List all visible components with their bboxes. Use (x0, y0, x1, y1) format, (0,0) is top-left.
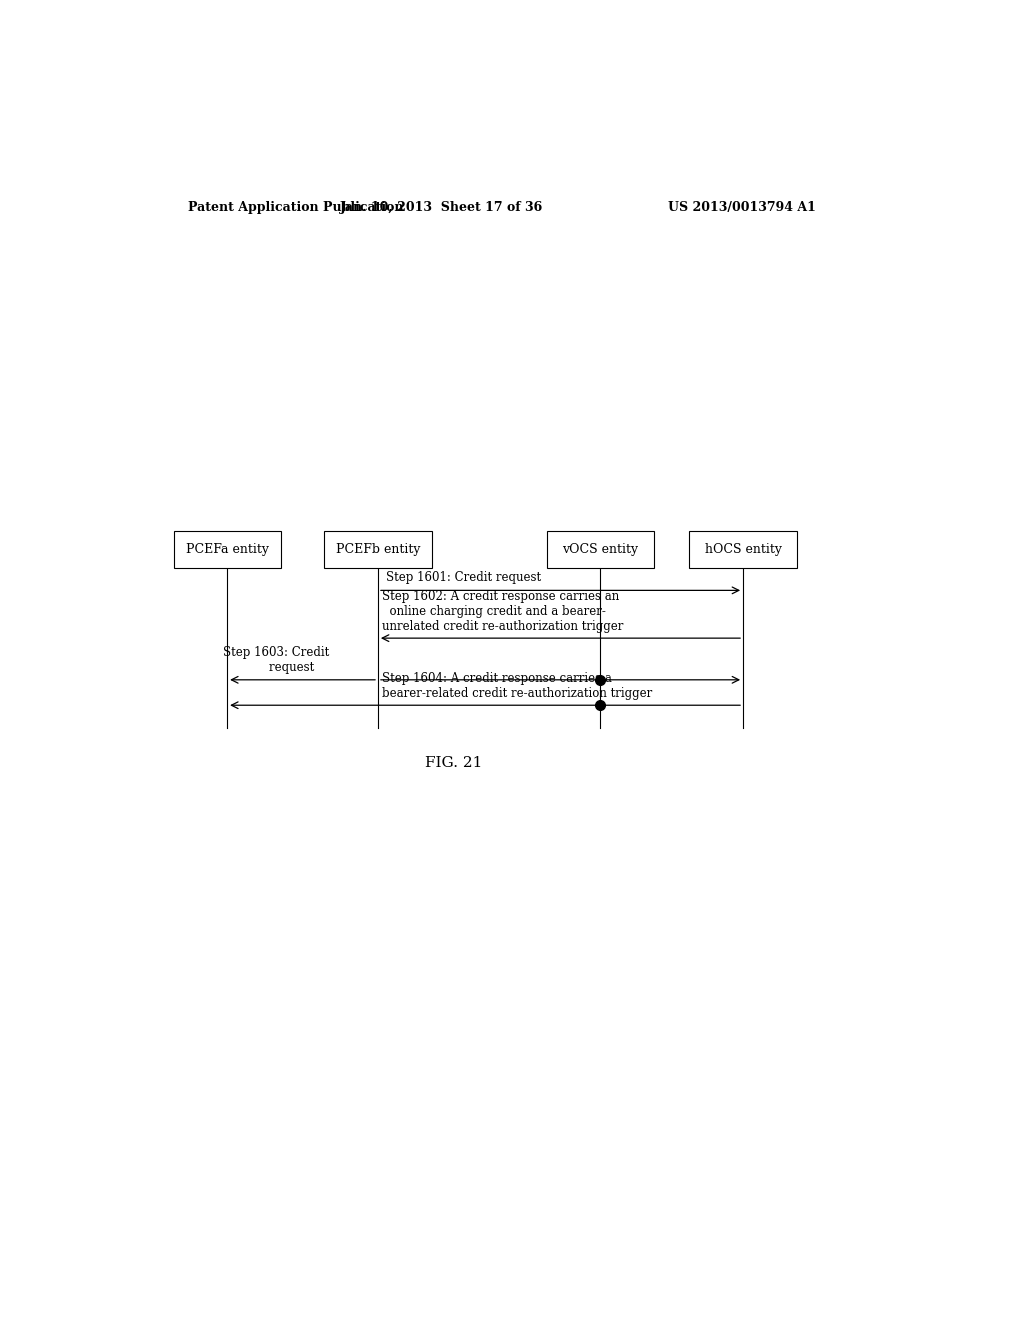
Bar (174, 532, 281, 568)
Text: Step 1603: Credit
        request: Step 1603: Credit request (223, 645, 330, 673)
Text: Patent Application Publication: Patent Application Publication (187, 201, 403, 214)
Text: hOCS entity: hOCS entity (705, 544, 781, 556)
Text: Step 1602: A credit response carries an
  online charging credit and a bearer-
u: Step 1602: A credit response carries an … (382, 590, 624, 634)
Text: vOCS entity: vOCS entity (562, 544, 638, 556)
Text: PCEFa entity: PCEFa entity (185, 544, 268, 556)
Bar (325, 532, 431, 568)
Bar (547, 532, 653, 568)
Text: FIG. 21: FIG. 21 (425, 756, 482, 770)
Bar (689, 532, 797, 568)
Text: Step 1604: A credit response carries a
bearer-related credit re-authorization tr: Step 1604: A credit response carries a b… (382, 672, 652, 700)
Text: PCEFb entity: PCEFb entity (336, 544, 420, 556)
Text: Step 1601: Credit request: Step 1601: Credit request (386, 572, 541, 585)
Text: US 2013/0013794 A1: US 2013/0013794 A1 (668, 201, 815, 214)
Text: Jan. 10, 2013  Sheet 17 of 36: Jan. 10, 2013 Sheet 17 of 36 (340, 201, 543, 214)
